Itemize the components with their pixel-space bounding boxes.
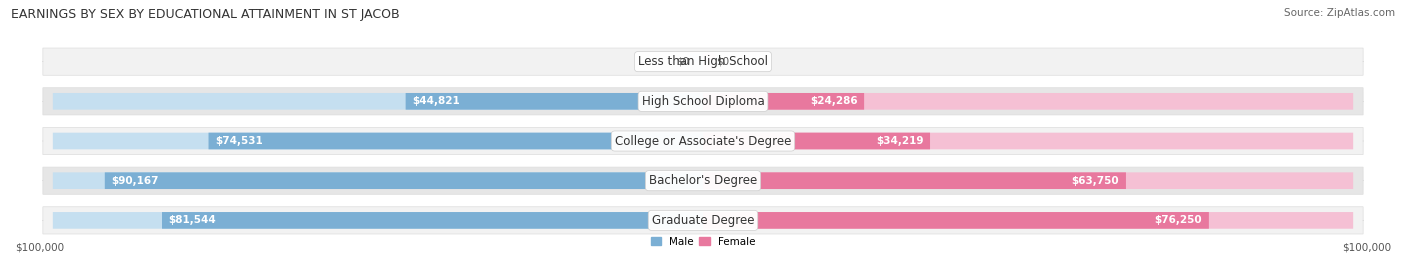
- FancyBboxPatch shape: [703, 133, 1353, 149]
- Text: $34,219: $34,219: [876, 136, 924, 146]
- FancyBboxPatch shape: [703, 172, 1126, 189]
- Bar: [690, 53, 703, 70]
- FancyBboxPatch shape: [703, 133, 929, 149]
- Text: College or Associate's Degree: College or Associate's Degree: [614, 135, 792, 147]
- Text: EARNINGS BY SEX BY EDUCATIONAL ATTAINMENT IN ST JACOB: EARNINGS BY SEX BY EDUCATIONAL ATTAINMEN…: [11, 8, 399, 21]
- FancyBboxPatch shape: [703, 172, 1353, 189]
- Text: $0: $0: [716, 57, 730, 67]
- Legend: Male, Female: Male, Female: [647, 233, 759, 251]
- Text: Bachelor's Degree: Bachelor's Degree: [650, 174, 756, 187]
- FancyBboxPatch shape: [406, 93, 703, 110]
- FancyBboxPatch shape: [703, 212, 1353, 229]
- FancyBboxPatch shape: [703, 212, 1209, 229]
- FancyBboxPatch shape: [703, 93, 865, 110]
- FancyBboxPatch shape: [42, 88, 1364, 115]
- FancyBboxPatch shape: [53, 93, 703, 110]
- FancyBboxPatch shape: [703, 93, 1353, 110]
- Text: Graduate Degree: Graduate Degree: [652, 214, 754, 227]
- Text: $24,286: $24,286: [810, 96, 858, 106]
- Text: $90,167: $90,167: [111, 176, 159, 186]
- FancyBboxPatch shape: [208, 133, 703, 149]
- Text: Less than High School: Less than High School: [638, 55, 768, 68]
- FancyBboxPatch shape: [53, 172, 703, 189]
- Text: $74,531: $74,531: [215, 136, 263, 146]
- Text: $44,821: $44,821: [412, 96, 460, 106]
- Text: $63,750: $63,750: [1071, 176, 1119, 186]
- FancyBboxPatch shape: [42, 207, 1364, 234]
- FancyBboxPatch shape: [162, 212, 703, 229]
- FancyBboxPatch shape: [53, 212, 703, 229]
- Text: $76,250: $76,250: [1154, 215, 1202, 225]
- Text: $81,544: $81,544: [169, 215, 217, 225]
- Text: High School Diploma: High School Diploma: [641, 95, 765, 108]
- FancyBboxPatch shape: [53, 133, 703, 149]
- Text: $0: $0: [676, 57, 690, 67]
- Text: Source: ZipAtlas.com: Source: ZipAtlas.com: [1284, 8, 1395, 18]
- FancyBboxPatch shape: [42, 167, 1364, 194]
- Bar: [703, 53, 716, 70]
- FancyBboxPatch shape: [105, 172, 703, 189]
- FancyBboxPatch shape: [42, 127, 1364, 155]
- FancyBboxPatch shape: [42, 48, 1364, 75]
